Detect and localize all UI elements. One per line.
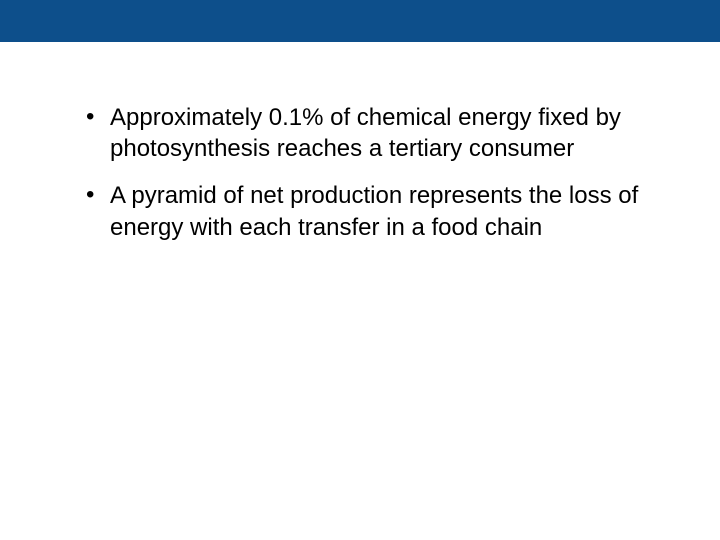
slide-content: Approximately 0.1% of chemical energy fi… bbox=[0, 42, 720, 243]
bullet-text: Approximately 0.1% of chemical energy fi… bbox=[110, 104, 621, 162]
bullet-text: A pyramid of net production represents t… bbox=[110, 182, 638, 240]
bullet-item: A pyramid of net production represents t… bbox=[80, 180, 660, 242]
bullet-item: Approximately 0.1% of chemical energy fi… bbox=[80, 102, 660, 164]
header-bar bbox=[0, 0, 720, 42]
bullet-list: Approximately 0.1% of chemical energy fi… bbox=[80, 102, 660, 243]
